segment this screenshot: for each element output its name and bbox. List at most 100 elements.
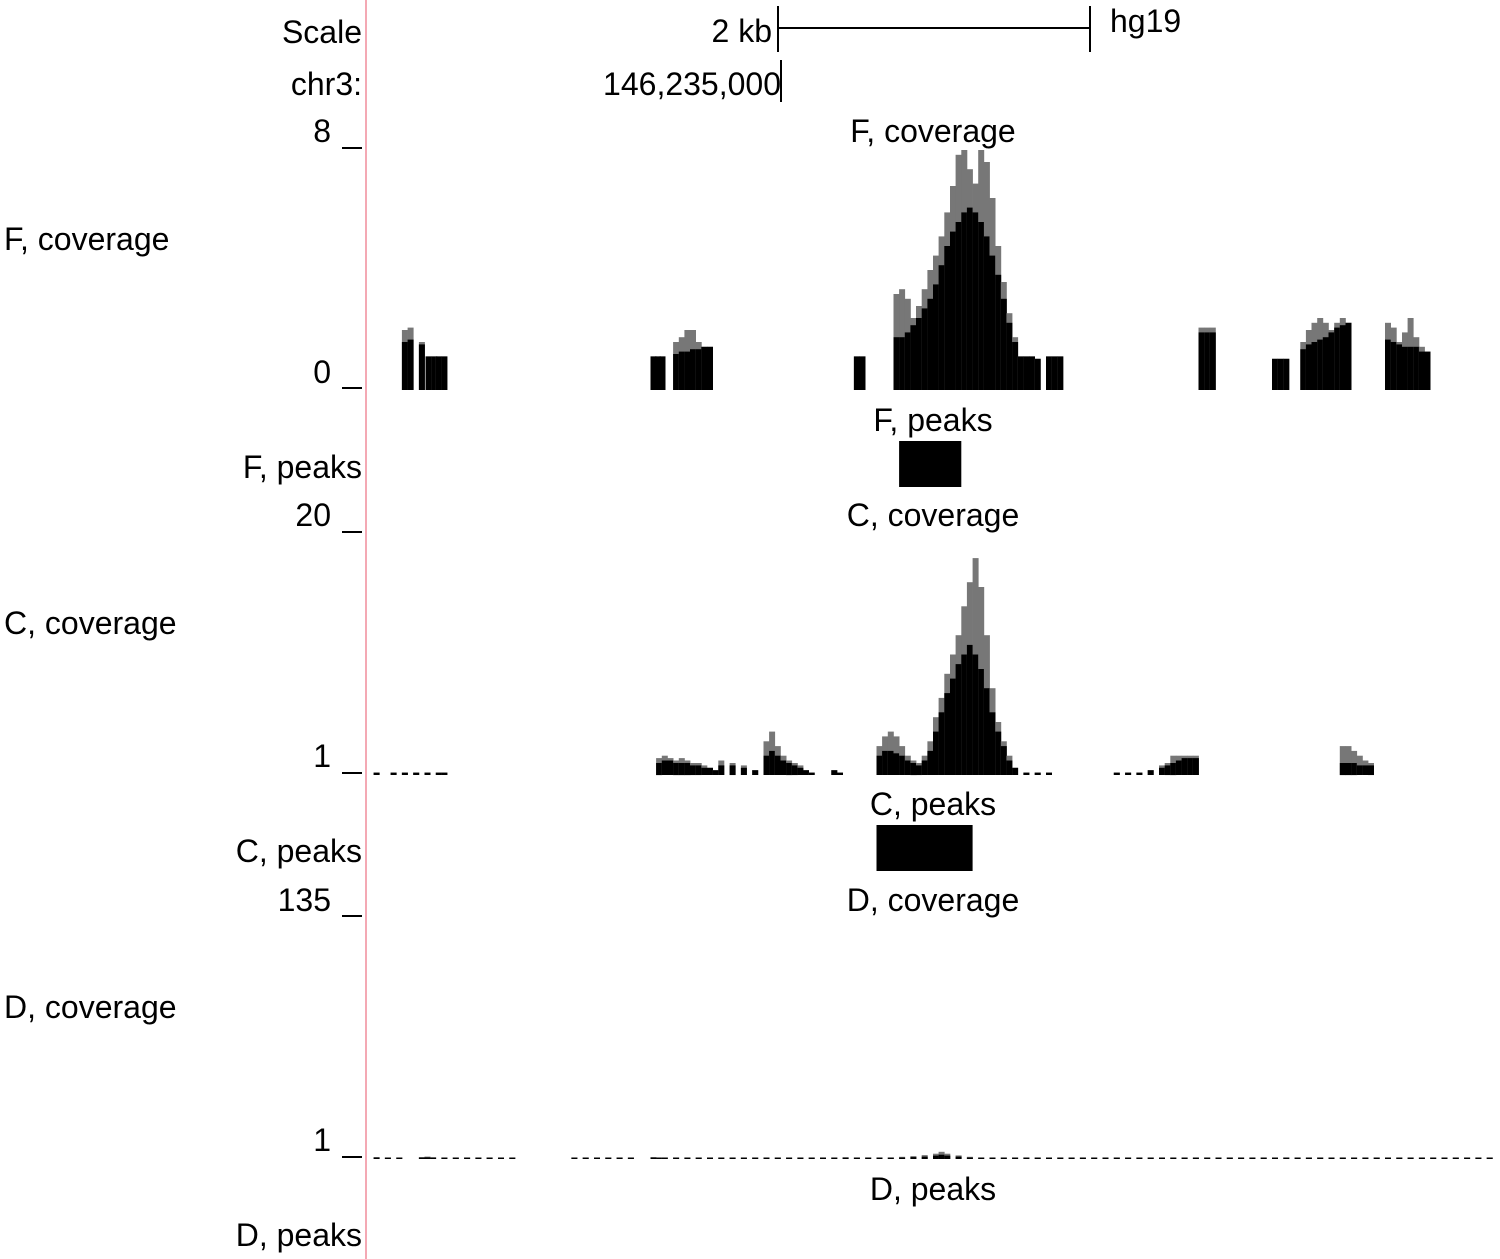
track-c-coverage-bar — [763, 755, 770, 775]
track-f-coverage-bar — [921, 308, 928, 390]
track-d-coverage-bar — [1023, 1157, 1030, 1159]
track-f-coverage-bar — [1305, 344, 1312, 390]
track-d-coverage-bar — [1057, 1157, 1064, 1159]
track-c-coverage-bar — [774, 755, 781, 775]
track-f-coverage-bar — [983, 236, 990, 390]
track-f-coverage-bar — [1209, 332, 1216, 390]
track-f-coverage-bar — [1051, 356, 1058, 390]
track-f-coverage-bar — [655, 356, 661, 390]
track-c-coverage-bar — [837, 772, 843, 775]
track-f-coverage-bar — [441, 356, 448, 390]
track-f-coverage-bar — [1017, 356, 1024, 390]
track-c-coverage-bar — [1000, 746, 1007, 775]
track-d-coverage-bar — [1294, 1157, 1301, 1159]
track-c[interactable]: C, coverage C, coverage 20 1 C, peaks C,… — [4, 497, 1374, 871]
track-d-coverage-bar — [594, 1157, 600, 1159]
track-f-coverage-bar — [1000, 298, 1007, 390]
track-f-axis-max: 8 — [313, 113, 331, 149]
track-c-coverage-bar — [1034, 772, 1041, 775]
track-d-coverage-bar — [1385, 1157, 1391, 1159]
track-d-coverage-bar — [452, 1157, 459, 1159]
track-c-axis-max: 20 — [295, 497, 331, 533]
track-c-coverage-bar — [1136, 772, 1143, 775]
track-f-coverage-bar — [1034, 358, 1041, 390]
track-c-coverage-bar — [712, 770, 719, 775]
track-d-coverage-bar — [921, 1156, 928, 1159]
track-d-coverage-bar — [430, 1157, 437, 1159]
track-c-overlay-bar — [1345, 746, 1352, 775]
track-d-coverage-bar — [1181, 1157, 1188, 1159]
track-f-coverage-bar — [1390, 342, 1397, 390]
track-c-coverage-bar — [989, 712, 996, 775]
track-f-peak-blocks — [899, 441, 962, 487]
track-d-coverage-bar — [1113, 1157, 1120, 1159]
track-d-coverage-bars — [373, 1151, 1493, 1159]
track-c-coverage-bar — [1113, 772, 1120, 775]
track-c-coverage-bar — [718, 765, 725, 775]
track-d-coverage-bar — [1430, 1157, 1437, 1159]
track-f-coverage-bar — [899, 337, 906, 390]
track-d-axis-max: 135 — [278, 882, 331, 918]
track-f-side-label: F, coverage — [4, 221, 169, 257]
track-c-peak-block — [876, 825, 973, 871]
track-d-coverage-bar — [441, 1157, 448, 1159]
track-d-coverage-bar — [695, 1157, 702, 1159]
track-d-coverage-bar — [978, 1157, 985, 1159]
track-f-coverage-bar — [1300, 349, 1307, 390]
track-f-coverage-bar — [1029, 356, 1035, 390]
track-c-coverage-bar — [1147, 770, 1154, 775]
track-f-coverage-bar — [650, 356, 657, 390]
track-d-coverage-bar — [1373, 1157, 1380, 1159]
track-d-coverage-bar — [966, 1157, 973, 1159]
track-c-coverage-bar — [373, 772, 380, 775]
track-c-coverage-bar — [927, 750, 934, 775]
track-d-coverage-bar — [1046, 1157, 1052, 1159]
track-c-side-label: C, coverage — [4, 605, 177, 641]
track-c-coverage-bar — [786, 763, 793, 776]
track-c-coverage-bar — [661, 760, 668, 775]
track-f-peaks-side-label: F, peaks — [243, 449, 362, 485]
track-c-peaks-side-label: C, peaks — [236, 833, 362, 869]
track-c-coverage-bar — [435, 772, 442, 775]
track-c-coverage-bar — [413, 772, 420, 775]
track-c-coverage-bar — [1356, 765, 1363, 775]
track-f-coverage-bar — [910, 325, 917, 390]
track-d-coverage-bar — [944, 1155, 951, 1159]
track-d-coverage-bar — [1192, 1157, 1199, 1159]
track-d-coverage-bar — [1204, 1157, 1211, 1159]
track-c-coverage-bar — [690, 765, 696, 775]
track-d[interactable]: D, coverage D, coverage 135 1 D, peaks D… — [4, 882, 1493, 1253]
track-d-coverage-bar — [1396, 1157, 1403, 1159]
track-d-coverage-bar — [933, 1155, 939, 1159]
track-f-coverage-bar — [853, 356, 860, 390]
track-d-coverage-bar — [876, 1157, 883, 1159]
chrom-label: chr3: — [291, 66, 362, 102]
track-c-coverage-bar — [752, 770, 759, 775]
track-f-peak-block — [899, 441, 962, 487]
scale-ruler: Scale 2 kb hg19 — [282, 3, 1181, 52]
track-d-coverage-bar — [1136, 1157, 1143, 1159]
track-d-coverage-bar — [605, 1157, 612, 1159]
track-f-coverage-bar — [431, 356, 438, 390]
track-d-coverage-bar — [865, 1157, 872, 1159]
track-d-coverage-bar — [1272, 1157, 1278, 1159]
track-c-coverage-bar — [390, 772, 397, 775]
track-c-overlay-bar — [1356, 755, 1363, 775]
track-f-coverage-bar — [690, 349, 696, 390]
track-c-coverage-bar — [441, 772, 448, 775]
track-c-coverage-bar — [1339, 763, 1346, 776]
track-f[interactable]: F, coverage F, coverage 8 0 F, peaks F, … — [4, 113, 1431, 487]
track-d-coverage-bar — [718, 1157, 725, 1159]
track-d-coverage-bar — [989, 1157, 996, 1159]
track-d-coverage-bar — [955, 1156, 962, 1159]
track-c-coverage-bar — [899, 755, 906, 775]
track-f-coverage-bar — [659, 356, 666, 390]
track-c-coverage-bar — [955, 664, 962, 775]
track-c-coverage-bar — [995, 731, 1002, 775]
track-d-coverage-bar — [509, 1157, 516, 1159]
track-c-coverage-bar — [887, 750, 894, 775]
track-c-coverage-bar — [424, 772, 431, 775]
track-d-coverage-bar — [1475, 1157, 1482, 1159]
track-f-coverage-bar — [407, 339, 414, 390]
track-c-coverage-bar — [1362, 765, 1369, 775]
